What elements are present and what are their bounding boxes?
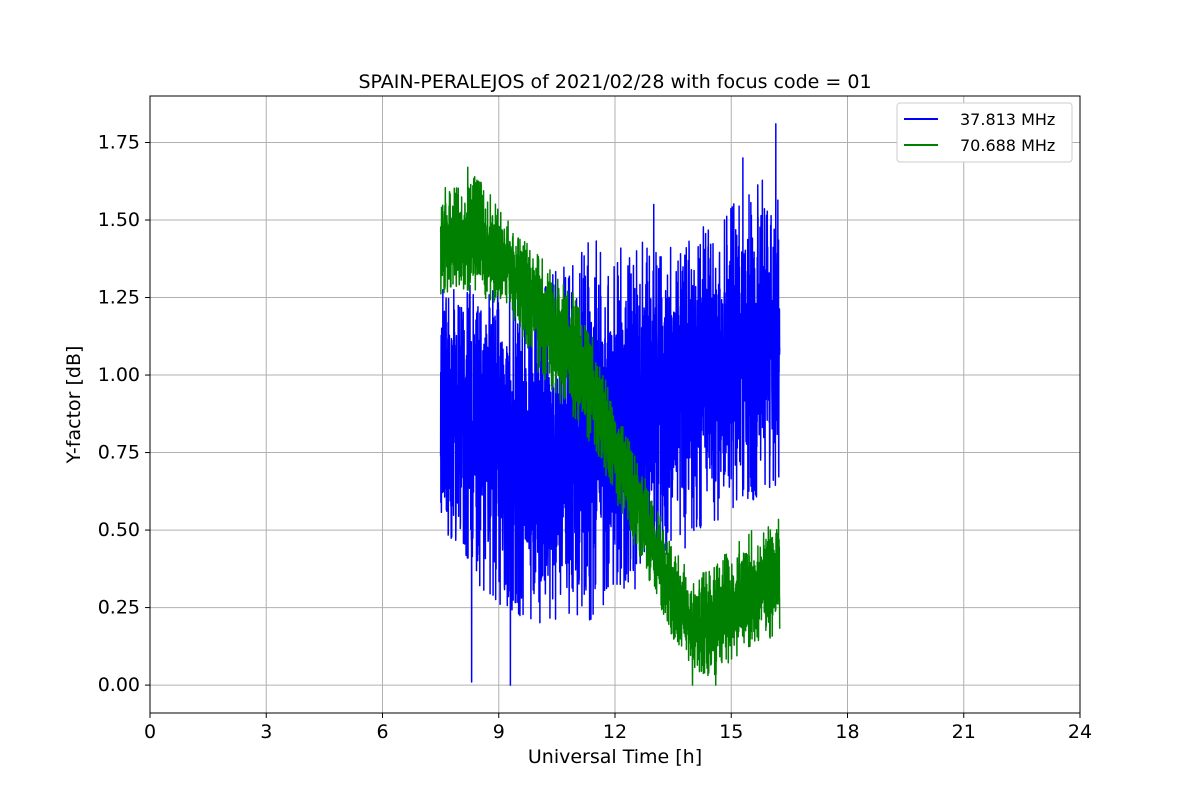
y-axis: 0.00 0.25 0.50 0.75 1.00 1.25 1.50 1.75 <box>98 132 150 696</box>
y-tick-label: 1.00 <box>98 364 140 386</box>
y-tick-label: 0.75 <box>98 442 140 464</box>
legend-label-37mhz: 37.813 MHz <box>960 110 1055 129</box>
x-tick-label: 6 <box>376 721 388 743</box>
x-tick-label: 15 <box>719 721 743 743</box>
y-tick-label: 1.25 <box>98 287 140 309</box>
x-tick-label: 9 <box>493 721 505 743</box>
x-axis: 0 3 6 9 12 15 18 21 24 <box>144 713 1092 743</box>
chart-title: SPAIN-PERALEJOS of 2021/02/28 with focus… <box>358 71 871 93</box>
y-axis-label: Y-factor [dB] <box>63 346 85 465</box>
x-tick-label: 3 <box>260 721 272 743</box>
series-layer <box>439 123 781 686</box>
legend-label-70mhz: 70.688 MHz <box>960 136 1055 155</box>
legend-box <box>896 102 1073 163</box>
y-tick-label: 0.25 <box>98 597 140 619</box>
x-tick-label: 12 <box>603 721 627 743</box>
y-tick-label: 1.75 <box>98 132 140 154</box>
y-tick-label: 0.50 <box>98 519 140 541</box>
y-tick-label: 0.00 <box>98 674 140 696</box>
x-tick-label: 0 <box>144 721 156 743</box>
y-tick-label: 1.50 <box>98 209 140 231</box>
x-tick-label: 21 <box>952 721 976 743</box>
series-line-70mhz <box>439 166 781 686</box>
legend: 37.813 MHz 70.688 MHz <box>896 102 1073 163</box>
series-line-37mhz <box>439 123 781 686</box>
x-tick-label: 18 <box>835 721 859 743</box>
x-axis-label: Universal Time [h] <box>528 746 702 768</box>
x-tick-label: 24 <box>1068 721 1092 743</box>
